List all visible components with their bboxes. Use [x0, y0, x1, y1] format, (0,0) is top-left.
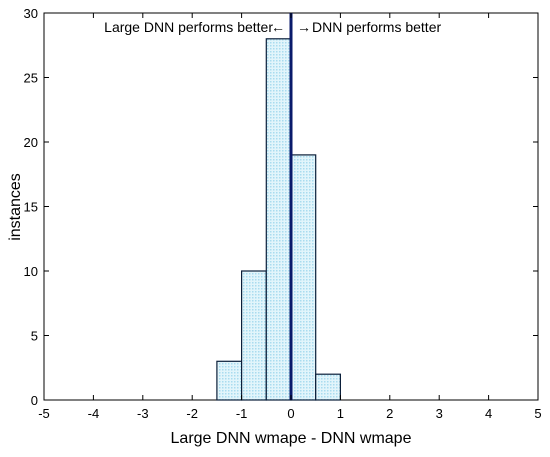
x-tick-label: -3 — [137, 406, 149, 421]
histogram-bar — [216, 360, 243, 401]
x-tick-label: 3 — [436, 406, 443, 421]
y-tick-label: 15 — [24, 200, 38, 215]
annotation-arrow-left: ← — [271, 19, 285, 35]
x-ticks-group: -5 -4 -3 -2 -1 0 1 2 3 4 5 — [38, 13, 542, 421]
y-tick-label: 20 — [24, 135, 38, 150]
y-tick-label: 25 — [24, 71, 38, 86]
y-tick-label: 5 — [31, 329, 38, 344]
x-tick-label: 5 — [534, 406, 541, 421]
annotation-left: Large DNN performs better — [104, 19, 273, 35]
y-axis-title: instances — [7, 173, 24, 241]
x-tick-label: 0 — [287, 406, 294, 421]
y-tick-label: 30 — [24, 6, 38, 21]
y-tick-label: 0 — [31, 393, 38, 408]
y-tick-label: 10 — [24, 264, 38, 279]
bars-group — [216, 38, 342, 401]
histogram-bar — [290, 154, 317, 401]
x-tick-label: -1 — [236, 406, 248, 421]
histogram-bar — [241, 270, 267, 401]
x-tick-label: 1 — [337, 406, 344, 421]
annotation-right: DNN performs better — [312, 19, 441, 35]
x-tick-label: -5 — [38, 406, 50, 421]
annotation-arrow-right: → — [297, 19, 311, 35]
histogram-bar — [265, 38, 292, 401]
histogram-bar — [315, 373, 342, 401]
x-tick-label: 4 — [485, 406, 492, 421]
x-tick-label: -4 — [88, 406, 100, 421]
x-tick-label: 2 — [386, 406, 393, 421]
x-axis-title: Large DNN wmape - DNN wmape — [171, 430, 412, 447]
x-tick-label: -2 — [186, 406, 198, 421]
y-ticks-group: 0 5 10 15 20 25 30 — [24, 6, 538, 408]
